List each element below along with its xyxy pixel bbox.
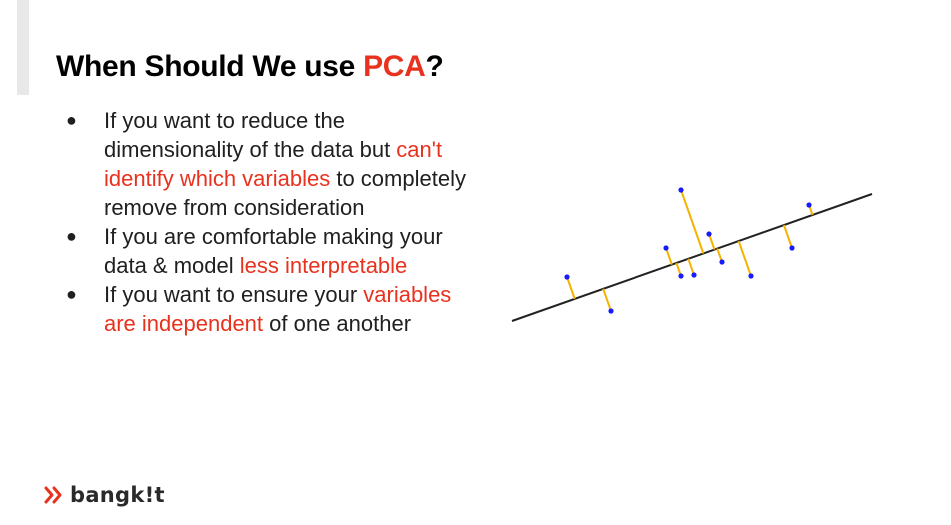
data-point — [691, 272, 697, 278]
bangkit-logo-icon — [44, 486, 62, 504]
data-point — [564, 274, 570, 280]
data-point — [719, 259, 725, 265]
bangkit-logo: bangk!t — [44, 483, 165, 507]
projection-segment — [665, 247, 673, 265]
principal-component-line — [511, 193, 873, 322]
data-point — [748, 273, 754, 279]
data-point — [789, 245, 795, 251]
projection-segment — [782, 224, 793, 249]
projection-segment — [737, 240, 752, 277]
slide-accent-bar — [17, 0, 29, 95]
slide-title: When Should We use PCA? — [56, 50, 444, 83]
data-point — [706, 231, 712, 237]
bullet-list: ● If you want to reduce the dimensionalit… — [62, 106, 482, 338]
data-points — [564, 187, 812, 314]
projection-segment — [680, 189, 705, 254]
pca-projection-diagram — [511, 187, 873, 322]
data-point — [806, 202, 812, 208]
data-point — [678, 187, 684, 193]
bullet-item: ● If you are comfortable making your data… — [66, 224, 443, 278]
bullet-item: ● If you want to reduce the dimensionalit… — [66, 108, 466, 220]
bangkit-logo-text: bangk!t — [70, 483, 165, 507]
projection-segments — [566, 189, 814, 312]
data-point — [678, 273, 684, 279]
bullet-item: ● If you want to ensure your variables ar… — [66, 282, 452, 336]
projection-segment — [566, 276, 576, 300]
projection-segment — [687, 258, 695, 276]
projection-segment — [602, 288, 612, 312]
projection-segment — [708, 233, 716, 250]
data-point — [663, 245, 669, 251]
data-point — [608, 308, 614, 314]
